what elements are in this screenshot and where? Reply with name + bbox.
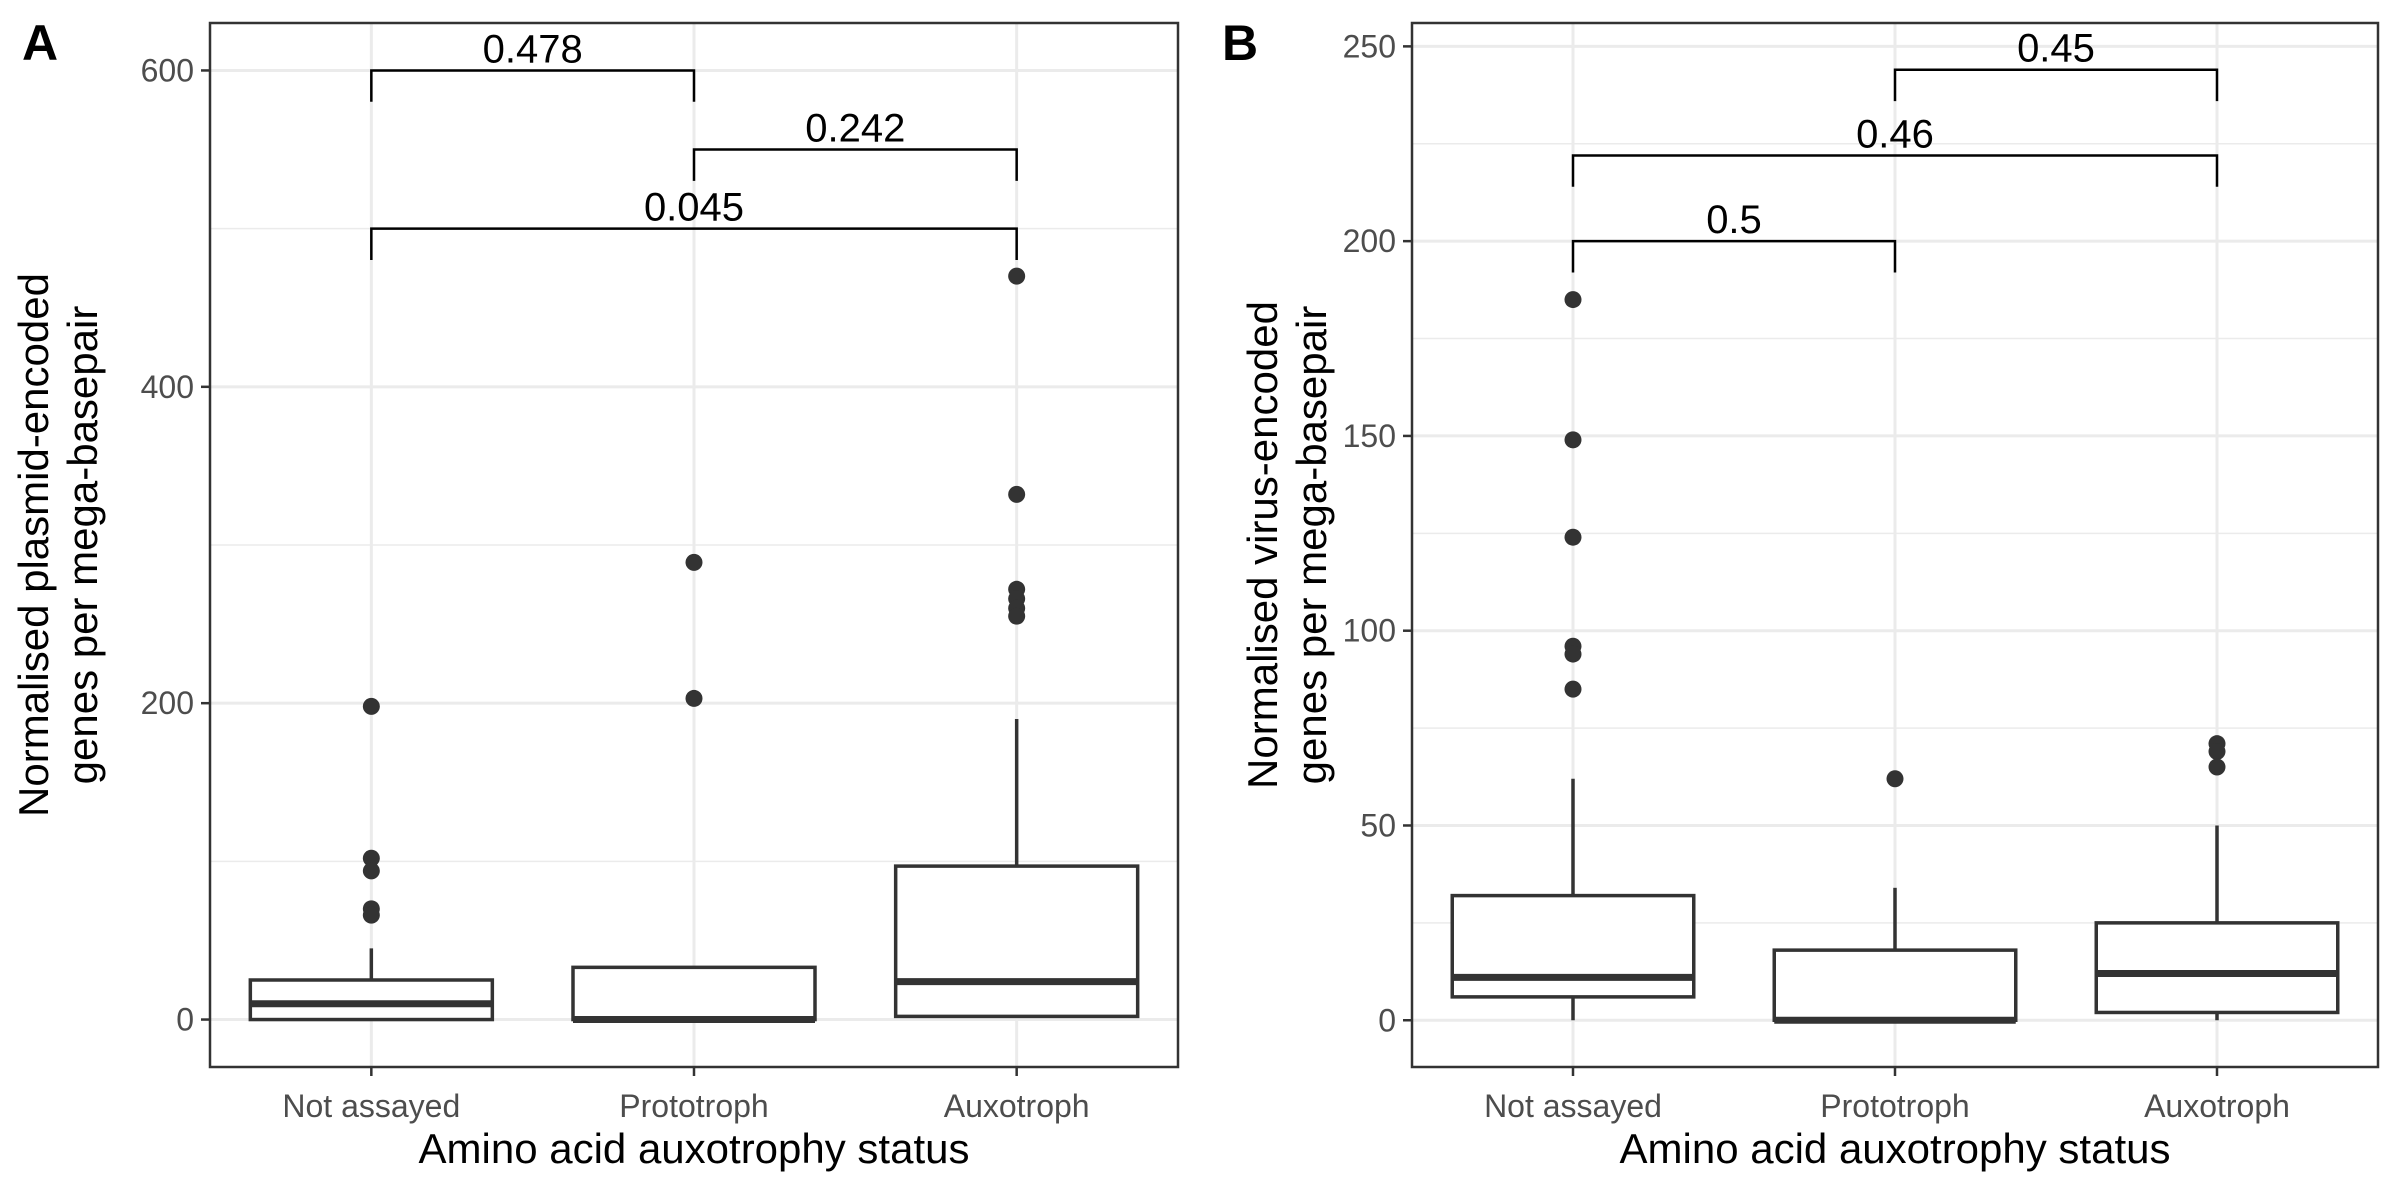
box-iqr	[248, 978, 495, 1022]
p-value-label: 0.45	[2017, 27, 2095, 71]
x-tick-label: Prototroph	[619, 1088, 768, 1124]
y-tick-label: 0	[176, 1002, 194, 1038]
outlier-point	[2208, 742, 2226, 760]
box-iqr	[1450, 893, 1696, 999]
comparison-bracket: 0.46	[1571, 112, 2219, 187]
y-tick-label: 600	[141, 52, 194, 88]
panel-a: 0.478 0.242 0.045 0 200 400 600 Not assayed Prot…	[10, 15, 1180, 1172]
comparison-bracket: 0.45	[1893, 27, 2219, 102]
box-iqr	[571, 965, 817, 1022]
bracket-line	[692, 148, 1018, 181]
box-iqr	[2094, 921, 2340, 1015]
outlier-point	[1886, 770, 1904, 788]
box-not-assayed	[1450, 291, 1696, 1021]
p-value-label: 0.5	[1706, 198, 1762, 242]
y-tick-label: 250	[1343, 28, 1396, 64]
y-axis-title-line: Normalised virus-encoded	[1239, 301, 1286, 789]
y-tick-label: 200	[1343, 223, 1396, 259]
outlier-point	[362, 849, 380, 867]
outlier-point	[362, 906, 380, 924]
panel-b: 0.45 0.46 0.5 0 50 100 150 200 250 Not assayed Pro…	[1222, 15, 2380, 1172]
box-auxotroph	[893, 267, 1140, 1019]
outlier-point	[1564, 680, 1582, 698]
box-prototroph	[571, 553, 817, 1024]
outlier-point	[1008, 485, 1026, 503]
x-tick-label: Not assayed	[1484, 1088, 1662, 1124]
y-axis-title-line: genes per mega-basepair	[59, 306, 106, 785]
bracket-line	[1893, 68, 2219, 102]
x-tick-label: Auxotroph	[944, 1088, 1090, 1124]
p-value-label: 0.46	[1856, 112, 1934, 156]
y-tick-label: 400	[141, 369, 194, 405]
p-value-label: 0.478	[483, 27, 583, 71]
outlier-point	[1008, 607, 1026, 625]
comparison-bracket: 0.478	[370, 27, 696, 102]
outlier-point	[362, 862, 380, 880]
y-tick-label: 150	[1343, 418, 1396, 454]
y-tick-label: 50	[1360, 807, 1396, 843]
x-axis-title: Amino acid auxotrophy status	[1620, 1125, 2171, 1172]
bracket-line	[1571, 239, 1897, 273]
panel-label: A	[22, 15, 58, 71]
x-tick-label: Prototroph	[1820, 1088, 1969, 1124]
p-value-label: 0.045	[644, 186, 744, 230]
y-tick-label: 100	[1343, 613, 1396, 649]
p-value-label: 0.242	[805, 107, 905, 151]
outlier-point	[2208, 758, 2226, 776]
outlier-point	[1564, 528, 1582, 546]
outlier-point	[1564, 291, 1582, 309]
y-tick-label: 200	[141, 685, 194, 721]
x-axis-title: Amino acid auxotrophy status	[419, 1125, 970, 1172]
box-prototroph	[1772, 770, 2018, 1024]
y-axis-title-line: genes per mega-basepair	[1288, 306, 1335, 785]
outlier-point	[685, 689, 703, 707]
comparison-bracket: 0.242	[692, 107, 1018, 181]
box-auxotroph	[2094, 735, 2340, 1021]
outlier-point	[685, 553, 703, 571]
panel-label: B	[1222, 15, 1258, 71]
bracket-line	[370, 227, 1018, 260]
bracket-line	[370, 69, 696, 102]
box-not-assayed	[248, 697, 495, 1022]
outlier-point	[1008, 267, 1026, 285]
box-iqr	[893, 864, 1140, 1019]
x-tick-label: Not assayed	[282, 1088, 460, 1124]
box-iqr	[1772, 948, 2018, 1023]
outlier-point	[1564, 431, 1582, 449]
y-tick-label: 0	[1378, 1002, 1396, 1038]
bracket-line	[1571, 154, 2219, 187]
outlier-point	[362, 697, 380, 715]
y-axis-title-line: Normalised plasmid-encoded	[10, 273, 57, 817]
x-tick-label: Auxotroph	[2144, 1088, 2290, 1124]
comparison-bracket: 0.5	[1571, 198, 1897, 273]
outlier-point	[1564, 645, 1582, 663]
comparison-bracket: 0.045	[370, 186, 1018, 260]
